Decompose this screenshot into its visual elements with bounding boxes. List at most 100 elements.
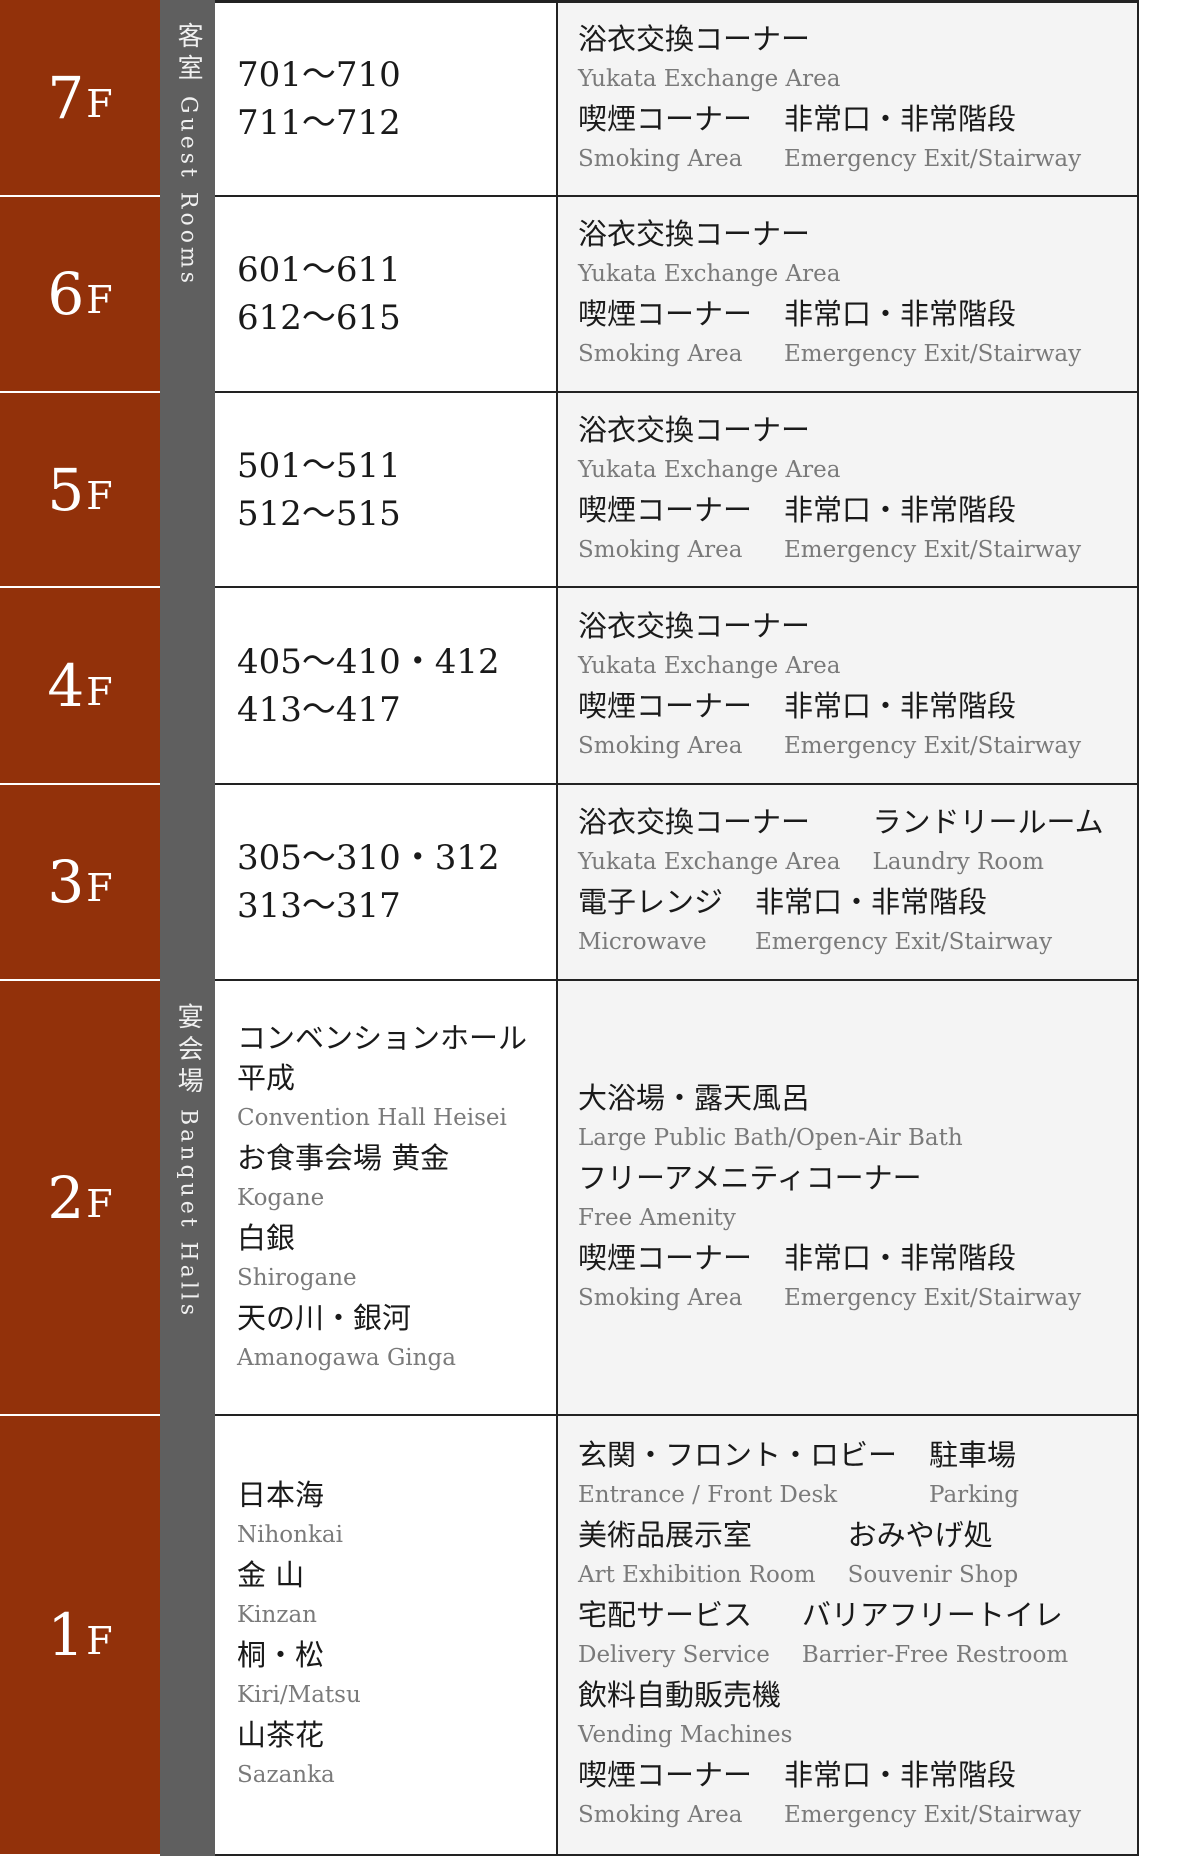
facility-line: 飲料自動販売機 Vending Machines xyxy=(578,1675,1137,1755)
facility-line: 玄関・フロント・ロビー Entrance / Front Desk 駐車場 Parki… xyxy=(578,1435,1137,1515)
facility-name-ja: 飲料自動販売機 xyxy=(578,1678,782,1712)
hall-name-en: Sazanka xyxy=(237,1762,335,1788)
facility-line: 浴衣交換コーナー Yukata Exchange Area xyxy=(578,19,1137,99)
facility-name-ja: 浴衣交換コーナー xyxy=(578,22,811,56)
facility-name-ja: バリアフリートイレ xyxy=(801,1598,1063,1632)
facility-item: 浴衣交換コーナー Yukata Exchange Area xyxy=(578,214,840,294)
section-label: 客室 Guest Rooms xyxy=(160,22,215,287)
facility-name-ja: 非常口・非常階段 xyxy=(784,1758,1017,1792)
facility-item: 美術品展示室 Art Exhibition Room xyxy=(578,1515,816,1595)
facility-line: 喫煙コーナー Smoking Area 非常口・非常階段 Emergency Exit… xyxy=(578,1755,1137,1835)
facility-item: 喫煙コーナー Smoking Area xyxy=(578,99,752,179)
floor-unit: F xyxy=(86,473,113,518)
facility-item: 喫煙コーナー Smoking Area xyxy=(578,1755,752,1835)
hall-name-ja: 山茶花 xyxy=(237,1718,325,1752)
floor-row-7f: 7 F 701〜710 711〜712 浴衣交換コーナー Yukata Exchange … xyxy=(0,0,1139,197)
hall-name-en: Shirogane xyxy=(237,1264,357,1291)
facility-line: 大浴場・露天風呂 Large Public Bath/Open-Air Bath xyxy=(578,1078,1137,1158)
facility-name-ja: 非常口・非常階段 xyxy=(784,688,1017,723)
facility-item: 喫煙コーナー Smoking Area xyxy=(578,1238,752,1318)
facility-item: 非常口・非常階段 Emergency Exit/Stairway xyxy=(784,99,1081,179)
hall-name-ja: 日本海 xyxy=(237,1478,325,1512)
facilities-cell: 浴衣交換コーナー Yukata Exchange Area 喫煙コーナー Smokin… xyxy=(558,393,1139,588)
facility-line: 喫煙コーナー Smoking Area 非常口・非常階段 Emergency Exit… xyxy=(578,686,1137,766)
facility-line: 美術品展示室 Art Exhibition Room おみやげ処 Souvenir S… xyxy=(578,1515,1137,1595)
facility-line: 喫煙コーナー Smoking Area 非常口・非常階段 Emergency Exit… xyxy=(578,99,1137,179)
facility-name-ja: 電子レンジ xyxy=(578,885,724,919)
facility-item: 浴衣交換コーナー Yukata Exchange Area xyxy=(578,802,840,882)
facility-name-ja: 喫煙コーナー xyxy=(578,1758,753,1792)
facility-line: 喫煙コーナー Smoking Area 非常口・非常階段 Emergency Exit… xyxy=(578,1238,1137,1318)
facility-name-ja: 美術品展示室 xyxy=(578,1518,753,1552)
facility-item: 浴衣交換コーナー Yukata Exchange Area xyxy=(578,19,840,99)
facility-name-en: Microwave xyxy=(578,929,707,955)
room-range: 405〜410・412 xyxy=(237,641,500,682)
section-label-ja: 客室 xyxy=(173,22,204,86)
floor-number: 4 xyxy=(47,651,85,720)
facility-item: 浴衣交換コーナー Yukata Exchange Area xyxy=(578,410,840,490)
facility-item: 非常口・非常階段 Emergency Exit/Stairway xyxy=(784,1238,1081,1318)
room-range: 413〜417 xyxy=(237,689,401,730)
facility-name-en: Emergency Exit/Stairway xyxy=(755,929,1053,955)
facilities-cell: 浴衣交換コーナー Yukata Exchange Area 喫煙コーナー Smokin… xyxy=(558,588,1139,785)
hall-item: 日本海 Nihonkai xyxy=(237,1475,556,1555)
hall-name-ja: 平成 xyxy=(237,1060,296,1095)
facility-name-en: Entrance / Front Desk xyxy=(578,1482,838,1508)
facility-name-en: Yukata Exchange Area xyxy=(578,261,841,287)
facility-name-ja: 喫煙コーナー xyxy=(578,297,753,331)
facility-name-en: Smoking Area xyxy=(578,732,743,759)
facility-name-ja: 非常口・非常階段 xyxy=(784,297,1017,331)
facility-line: 浴衣交換コーナー Yukata Exchange Area xyxy=(578,214,1137,294)
floor-row-3f: 3 F 305〜310・312 313〜317 浴衣交換コーナー Yukata Excha… xyxy=(0,785,1139,981)
facility-name-en: Large Public Bath/Open-Air Bath xyxy=(578,1124,963,1151)
floor-number: 5 xyxy=(47,455,85,524)
hall-item: 天の川・銀河 Amanogawa Ginga xyxy=(237,1298,556,1378)
facility-name-ja: 非常口・非常階段 xyxy=(784,492,1017,527)
hall-name-ja: 桐・松 xyxy=(237,1638,325,1672)
room-range: 305〜310・312 xyxy=(237,838,500,878)
hall-item: お食事会場 黄金 Kogane xyxy=(237,1138,556,1218)
facility-name-en: Yukata Exchange Area xyxy=(578,66,841,92)
facility-name-ja: 玄関・フロント・ロビー xyxy=(578,1438,898,1472)
facility-item: バリアフリートイレ Barrier-Free Restroom xyxy=(802,1595,1068,1675)
hall-name-ja: コンベンションホール xyxy=(237,1020,528,1055)
hall-item: コンベンションホール 平成 Convention Hall Heisei xyxy=(237,1018,556,1138)
facility-item: 喫煙コーナー Smoking Area xyxy=(578,490,752,570)
facility-name-en: Laundry Room xyxy=(872,849,1044,875)
rooms-cell: 日本海 Nihonkai 金 山 Kinzan 桐・松 Kiri/Matsu 山茶花 Saza… xyxy=(215,1416,558,1856)
section-label-en: Banquet Halls xyxy=(175,1109,201,1320)
facilities-cell: 大浴場・露天風呂 Large Public Bath/Open-Air Bath フ… xyxy=(558,981,1139,1416)
facility-name-en: Free Amenity xyxy=(578,1204,736,1231)
facility-name-ja: 喫煙コーナー xyxy=(578,688,753,723)
room-range: 612〜615 xyxy=(237,298,401,338)
facility-item: フリーアメニティコーナー Free Amenity xyxy=(578,1158,922,1238)
facility-name-ja: 宅配サービス xyxy=(578,1598,753,1632)
facility-item: 非常口・非常階段 Emergency Exit/Stairway xyxy=(784,294,1081,374)
facility-item: 非常口・非常階段 Emergency Exit/Stairway xyxy=(784,490,1081,570)
facilities-cell: 浴衣交換コーナー Yukata Exchange Area ランドリールーム Laun… xyxy=(558,785,1139,981)
rooms-cell: 601〜611 612〜615 xyxy=(215,197,558,393)
floor-number: 7 xyxy=(47,63,85,132)
rooms-cell: 501〜511 512〜515 xyxy=(215,393,558,588)
facility-item: 飲料自動販売機 Vending Machines xyxy=(578,1675,792,1755)
hall-name-en: Kogane xyxy=(237,1184,325,1211)
floor-guide: 7 F 701〜710 711〜712 浴衣交換コーナー Yukata Exchange … xyxy=(0,0,1139,1856)
facility-item: 宅配サービス Delivery Service xyxy=(578,1595,770,1675)
facility-name-ja: 喫煙コーナー xyxy=(578,102,753,136)
facility-name-en: Parking xyxy=(929,1482,1019,1508)
facility-name-en: Barrier-Free Restroom xyxy=(801,1642,1069,1668)
facility-name-ja: 駐車場 xyxy=(929,1438,1017,1472)
facility-name-ja: 非常口・非常階段 xyxy=(784,102,1017,136)
facility-name-en: Emergency Exit/Stairway xyxy=(784,732,1082,759)
facility-name-ja: 非常口・非常階段 xyxy=(784,1240,1017,1275)
room-range: 501〜511 xyxy=(237,445,401,486)
facility-line: 喫煙コーナー Smoking Area 非常口・非常階段 Emergency Exit… xyxy=(578,294,1137,374)
section-band: 客室 Guest Rooms 宴会場 Banquet Halls xyxy=(160,0,215,1856)
facility-name-en: Smoking Area xyxy=(578,1802,743,1828)
floor-number: 2 xyxy=(47,1163,85,1232)
